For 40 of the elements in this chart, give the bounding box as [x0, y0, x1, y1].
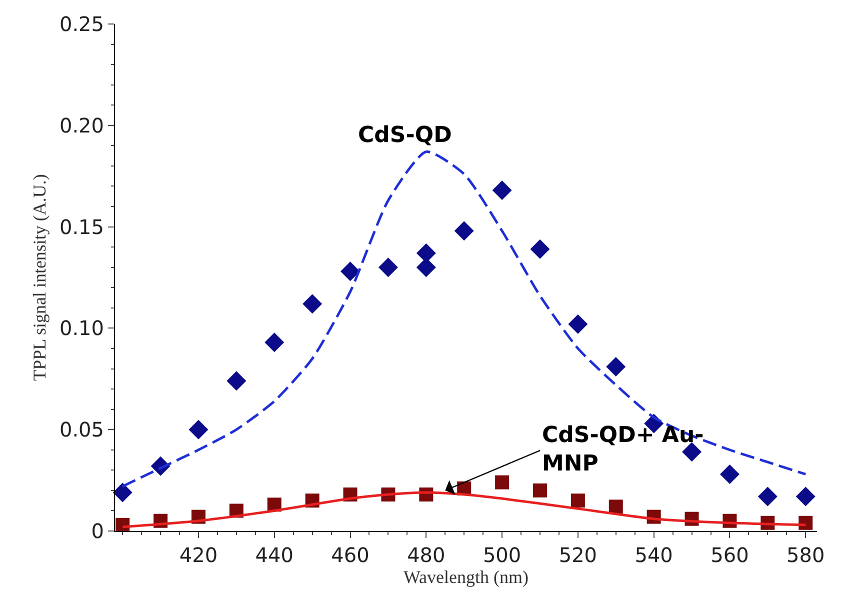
y-tick-label: 0.10	[59, 316, 104, 340]
point	[532, 483, 547, 498]
point	[188, 420, 208, 440]
point	[264, 332, 284, 352]
point	[495, 475, 510, 490]
y-tick-label: 0.05	[59, 418, 104, 442]
point	[340, 262, 360, 282]
x-tick-label: 580	[786, 543, 825, 567]
annotation: CdS-QD+ Au-MNP	[542, 423, 704, 477]
point	[720, 464, 740, 484]
point	[112, 482, 132, 502]
point	[568, 314, 588, 334]
point	[302, 294, 322, 314]
point	[606, 356, 626, 376]
point	[378, 258, 398, 278]
point	[226, 371, 246, 391]
y-tick-label: 0.25	[59, 12, 104, 36]
point	[570, 494, 585, 508]
point	[608, 500, 623, 514]
x-tick-label: 420	[179, 543, 218, 567]
point	[682, 442, 702, 462]
point	[796, 486, 816, 506]
point	[454, 221, 474, 241]
x-tick-label: 520	[558, 543, 598, 567]
x-tick-label: 540	[634, 543, 673, 567]
point	[798, 516, 813, 530]
y-axis-title: TPPL signal intensity (A.U.)	[30, 174, 50, 381]
point	[758, 486, 778, 506]
x-tick-label: 500	[482, 543, 522, 567]
point	[492, 180, 512, 200]
x-tick-label: 560	[710, 543, 749, 567]
x-tick-label: 460	[331, 543, 370, 567]
y-tick-label: 0.15	[59, 214, 104, 239]
y-tick-label: 0	[91, 519, 104, 543]
y-tick-label: 0.20	[59, 113, 104, 138]
point	[530, 239, 550, 259]
x-tick-label: 440	[255, 543, 294, 567]
annotation: CdS-QD	[358, 123, 452, 148]
x-tick-label: 480	[407, 543, 446, 567]
x-axis-title: Wavelength (nm)	[403, 567, 529, 588]
